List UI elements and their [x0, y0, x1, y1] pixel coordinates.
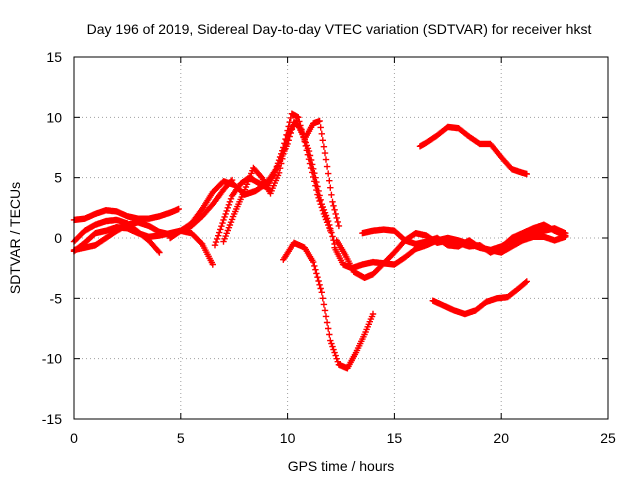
x-tick-labels: 0 5 10 15 20 25	[70, 430, 616, 446]
data-point-markers	[429, 278, 530, 318]
y-tick-label: 15	[46, 49, 62, 65]
chart-title: Day 196 of 2019, Sidereal Day-to-day VTE…	[87, 21, 592, 37]
x-tick-label: 15	[387, 430, 403, 446]
y-tick-label: -15	[42, 411, 62, 427]
series-arc-12	[416, 123, 530, 178]
y-axis-label: SDTVAR / TECUs	[7, 182, 23, 294]
x-tick-label: 0	[70, 430, 78, 446]
data-point-markers	[220, 117, 343, 245]
y-tick-label: 10	[46, 109, 62, 125]
y-tick-label: -5	[50, 290, 63, 306]
x-axis-label: GPS time / hours	[288, 458, 395, 474]
plot-frame	[73, 56, 609, 420]
series-arc-7	[220, 117, 343, 245]
y-tick-label: 5	[54, 170, 62, 186]
data-point-markers	[416, 123, 530, 178]
y-tick-label: -10	[42, 351, 62, 367]
y-tick-labels: -15 -10 -5 0 5 10 15	[42, 49, 62, 427]
y-tick-label: 0	[54, 230, 62, 246]
x-tick-label: 25	[600, 430, 616, 446]
x-tick-label: 5	[177, 430, 185, 446]
data-series	[70, 110, 569, 372]
series-arc-13	[429, 278, 530, 318]
x-tick-label: 10	[280, 430, 296, 446]
data-point-markers	[280, 239, 377, 372]
x-tick-label: 20	[493, 430, 509, 446]
series-arc-8	[280, 239, 377, 372]
data-point-markers	[359, 225, 569, 254]
series-arc-11	[359, 225, 569, 254]
